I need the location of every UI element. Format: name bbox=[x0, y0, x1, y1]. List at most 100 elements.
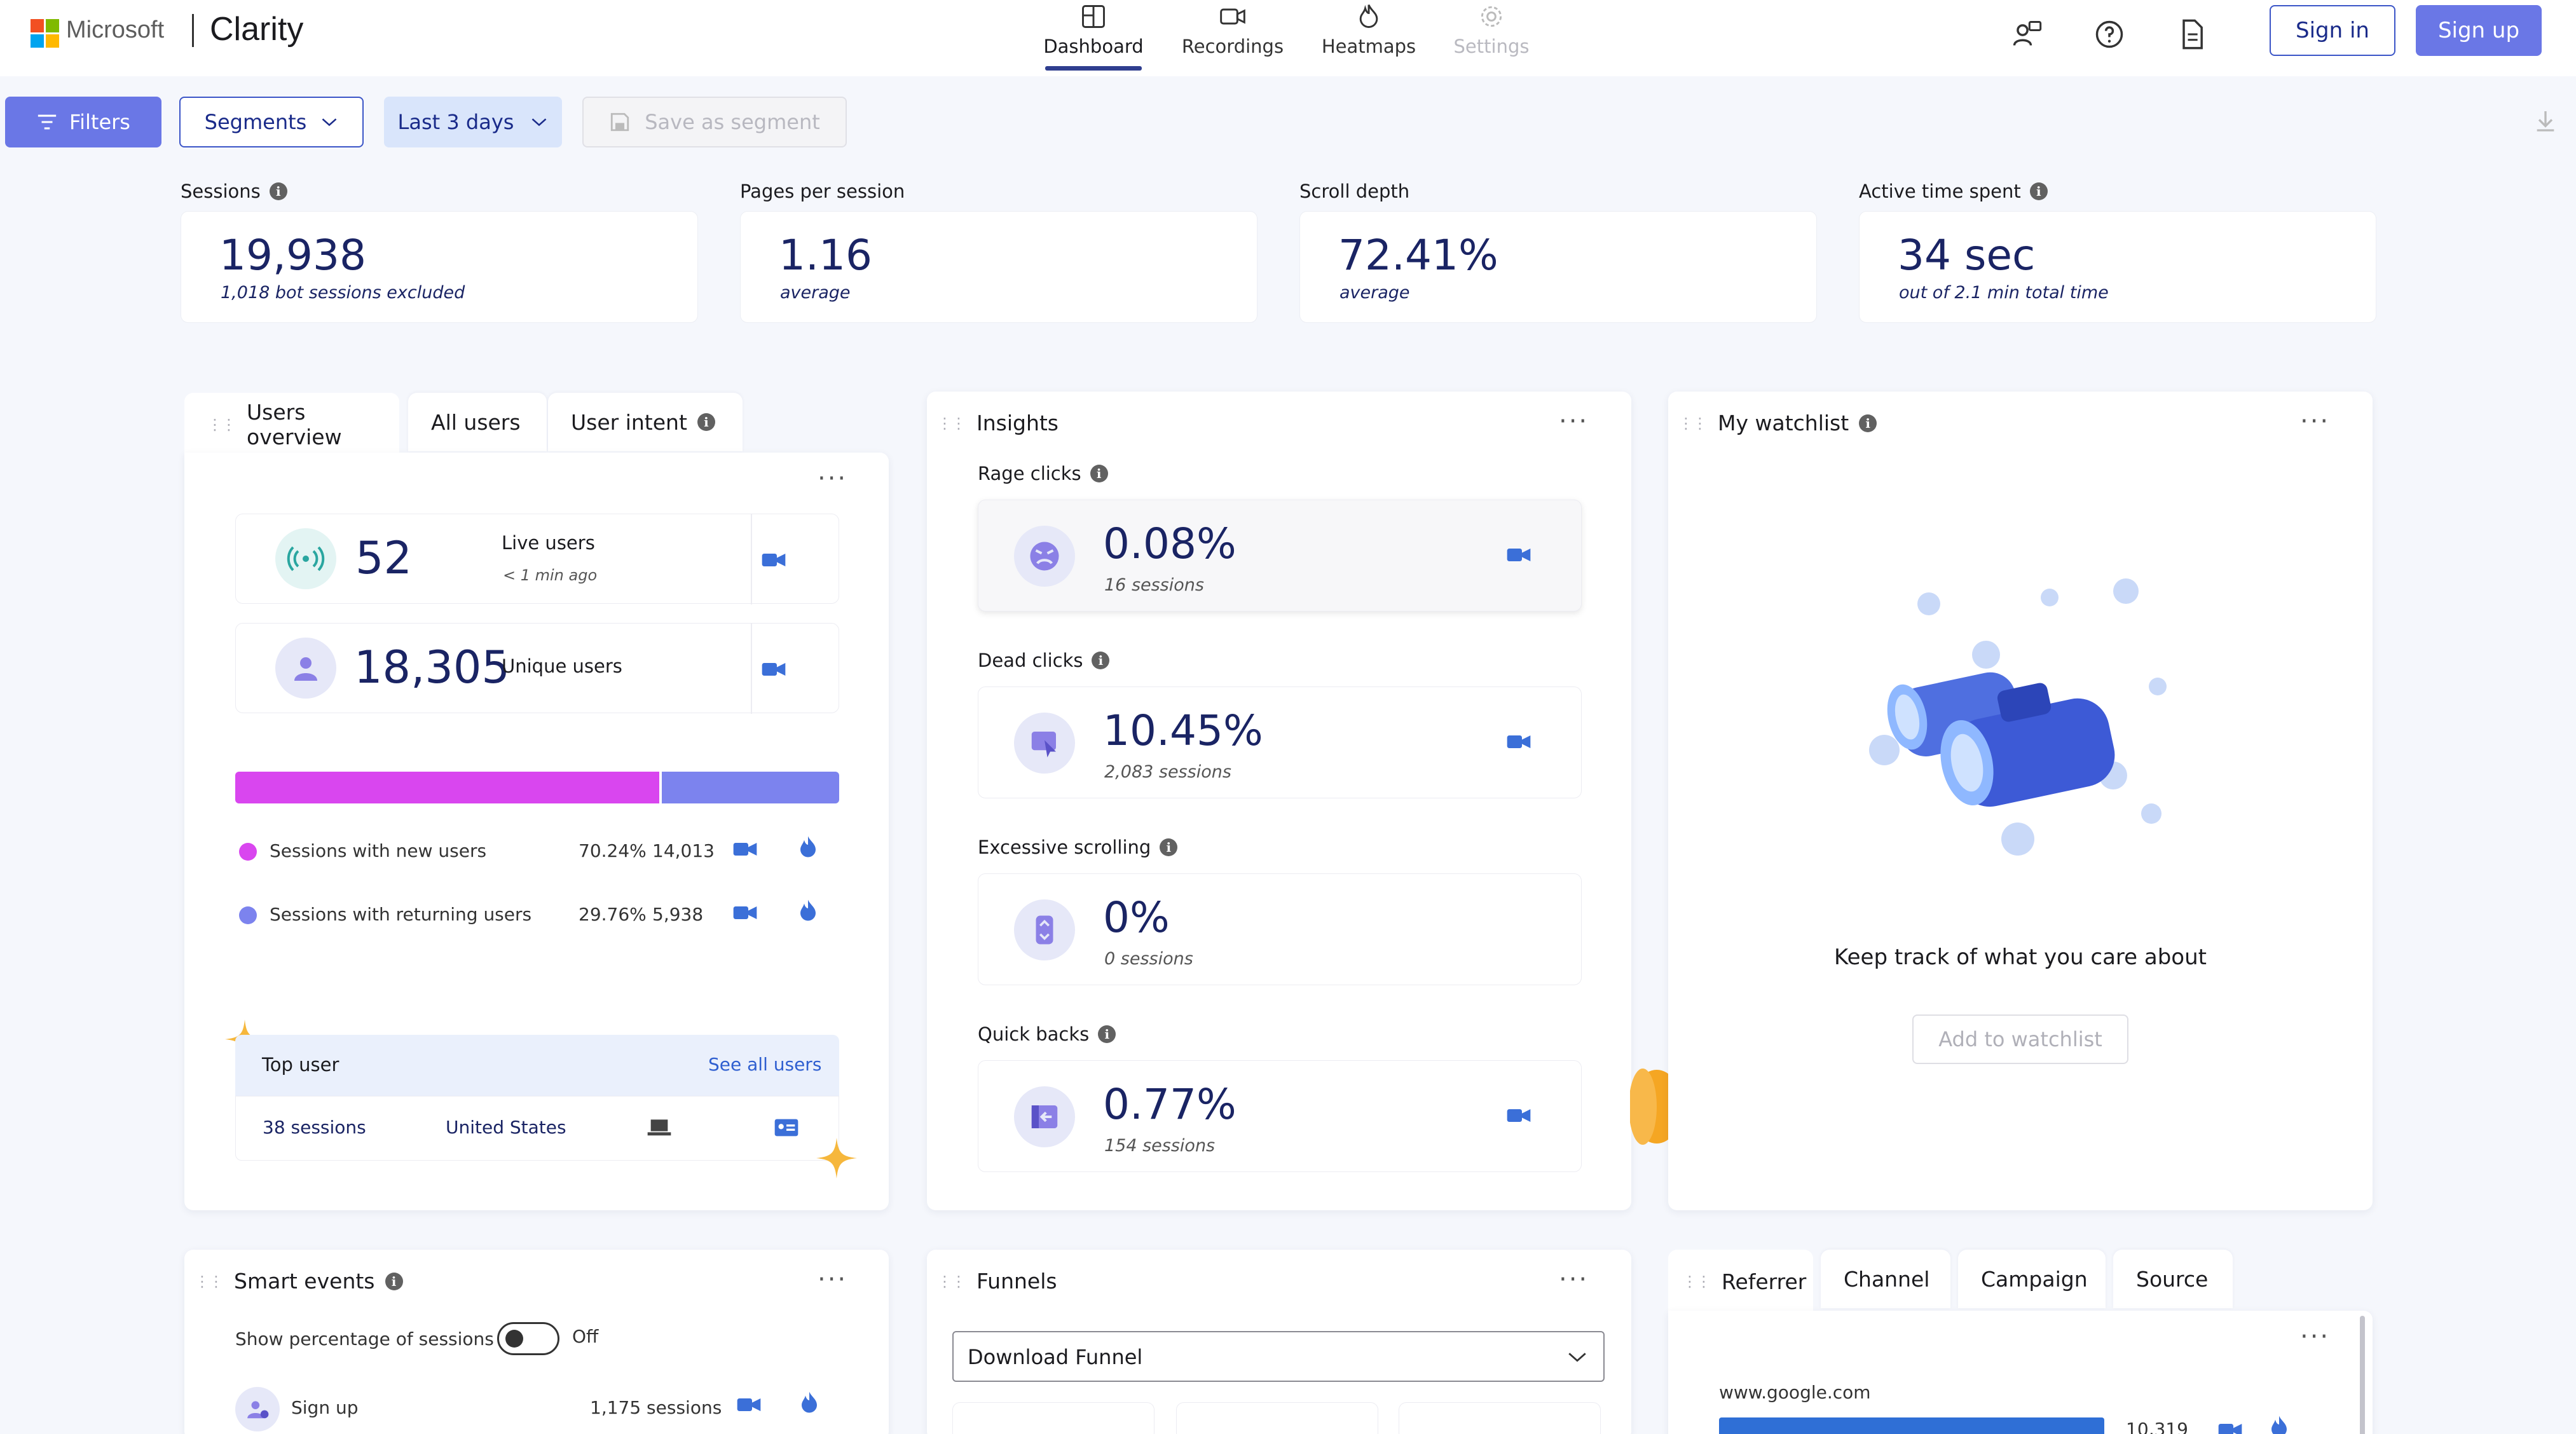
tab-user-intent[interactable]: User intent i bbox=[548, 393, 743, 451]
funnel-select[interactable]: Download Funnel bbox=[952, 1331, 1605, 1382]
excessive-scrolling-sub: 0 sessions bbox=[1104, 949, 1193, 969]
date-range-dropdown[interactable]: Last 3 days bbox=[384, 97, 562, 147]
document-icon[interactable] bbox=[2175, 18, 2209, 51]
flame-icon bbox=[1359, 4, 1378, 28]
new-users-bar-segment[interactable] bbox=[235, 772, 659, 803]
heatmap-flame-icon[interactable] bbox=[2270, 1415, 2289, 1434]
dead-clicks-label: Dead clicks bbox=[978, 650, 1083, 671]
info-icon[interactable]: i bbox=[1859, 414, 1877, 432]
unique-users-card[interactable]: 18,305 Unique users bbox=[235, 623, 839, 714]
dead-clicks-card[interactable]: 10.45% 2,083 sessions bbox=[978, 686, 1582, 798]
live-users-sub: < 1 min ago bbox=[503, 566, 598, 584]
video-camera-icon[interactable] bbox=[1506, 546, 1531, 564]
live-users-card[interactable]: 52 Live users < 1 min ago bbox=[235, 514, 839, 604]
funnel-step-card[interactable] bbox=[952, 1402, 1154, 1434]
laptop-icon bbox=[647, 1119, 671, 1136]
returning-users-bar-segment[interactable] bbox=[662, 772, 839, 803]
funnel-step-card[interactable] bbox=[1176, 1402, 1378, 1434]
download-icon[interactable] bbox=[2533, 108, 2558, 133]
tab-referrer[interactable]: ⋮⋮ Referrer bbox=[1668, 1250, 1813, 1313]
tab-label: All users bbox=[431, 409, 521, 435]
dead-clicks-value: 10.45% bbox=[1103, 706, 1263, 755]
live-broadcast-icon bbox=[275, 528, 336, 589]
funnel-select-value: Download Funnel bbox=[968, 1345, 1143, 1369]
top-user-row[interactable]: 38 sessions United States bbox=[235, 1096, 839, 1161]
returning-users-row-count: 5,938 bbox=[652, 904, 704, 925]
info-icon[interactable]: i bbox=[2029, 182, 2048, 200]
rage-clicks-card[interactable]: 0.08% 16 sessions bbox=[978, 500, 1582, 611]
tab-label: Channel bbox=[1844, 1266, 1930, 1292]
info-icon[interactable]: i bbox=[1160, 838, 1178, 856]
info-icon[interactable]: i bbox=[385, 1272, 403, 1290]
excessive-scrolling-card[interactable]: 0% 0 sessions bbox=[978, 873, 1582, 985]
tab-recordings[interactable]: Recordings bbox=[1180, 0, 1285, 76]
info-icon[interactable]: i bbox=[1098, 1025, 1116, 1043]
save-as-segment-label: Save as segment bbox=[645, 110, 820, 134]
referrer-bar[interactable] bbox=[1719, 1417, 2104, 1434]
info-icon[interactable]: i bbox=[269, 182, 287, 200]
dashboard-icon bbox=[1082, 5, 1105, 28]
new-users-legend-dot bbox=[239, 843, 257, 861]
metric-card-pages-per-session: 1.16 average bbox=[740, 211, 1257, 323]
user-card-icon[interactable] bbox=[774, 1118, 799, 1137]
heatmap-flame-icon[interactable] bbox=[798, 899, 818, 922]
more-options-icon[interactable]: ··· bbox=[1559, 1265, 1589, 1294]
scrollbar[interactable] bbox=[2360, 1316, 2365, 1434]
show-percentage-toggle[interactable] bbox=[497, 1322, 559, 1355]
drag-handle-icon[interactable]: ⋮⋮ bbox=[1682, 1273, 1711, 1290]
funnel-step-card[interactable] bbox=[1399, 1402, 1601, 1434]
video-camera-icon[interactable] bbox=[761, 660, 786, 678]
info-icon[interactable]: i bbox=[1092, 652, 1110, 669]
heatmap-flame-icon[interactable] bbox=[800, 1391, 819, 1414]
more-options-icon[interactable]: ··· bbox=[818, 1265, 848, 1294]
new-users-row-count: 14,013 bbox=[652, 840, 715, 861]
more-options-icon[interactable]: ··· bbox=[2300, 407, 2331, 436]
unique-users-label: Unique users bbox=[502, 655, 622, 677]
quick-backs-sub: 154 sessions bbox=[1104, 1136, 1216, 1156]
metric-value: 34 sec bbox=[1898, 231, 2036, 280]
video-camera-icon[interactable] bbox=[1506, 733, 1531, 751]
tab-all-users[interactable]: All users bbox=[408, 393, 547, 451]
sign-in-button[interactable]: Sign in bbox=[2270, 5, 2395, 56]
video-camera-icon[interactable] bbox=[761, 551, 786, 569]
help-icon[interactable] bbox=[2093, 18, 2126, 51]
excessive-scrolling-label: Excessive scrolling bbox=[978, 836, 1151, 858]
brand-clarity[interactable]: Clarity bbox=[210, 11, 304, 48]
segments-dropdown[interactable]: Segments bbox=[179, 97, 364, 147]
video-camera-icon[interactable] bbox=[2217, 1421, 2243, 1434]
more-options-icon[interactable]: ··· bbox=[2300, 1322, 2331, 1351]
filters-button[interactable]: Filters bbox=[5, 97, 161, 147]
people-team-icon[interactable] bbox=[2010, 18, 2043, 51]
quick-backs-value: 0.77% bbox=[1103, 1080, 1237, 1129]
metric-card-scroll-depth: 72.41% average bbox=[1299, 211, 1817, 323]
tab-channel[interactable]: Channel bbox=[1821, 1250, 1950, 1308]
video-camera-icon[interactable] bbox=[732, 904, 758, 922]
metric-label-active-time: Active time spent i bbox=[1859, 181, 2048, 202]
drag-handle-icon[interactable]: ⋮⋮ bbox=[937, 1272, 966, 1290]
add-to-watchlist-button[interactable]: Add to watchlist bbox=[1912, 1014, 2128, 1064]
see-all-users-link[interactable]: See all users bbox=[708, 1054, 822, 1075]
more-options-icon[interactable]: ··· bbox=[818, 464, 848, 493]
heatmap-flame-icon[interactable] bbox=[798, 835, 818, 858]
brand-separator bbox=[192, 14, 194, 47]
chevron-down-icon bbox=[322, 118, 337, 126]
drag-handle-icon[interactable]: ⋮⋮ bbox=[1678, 414, 1708, 432]
quick-backs-card[interactable]: 0.77% 154 sessions bbox=[978, 1060, 1582, 1172]
tab-dashboard[interactable]: Dashboard bbox=[1043, 0, 1144, 76]
video-camera-icon[interactable] bbox=[1506, 1107, 1531, 1124]
referrer-row-count: 10,319 bbox=[2126, 1419, 2188, 1434]
tab-source[interactable]: Source bbox=[2113, 1250, 2233, 1308]
tab-users-overview[interactable]: ⋮⋮ Users overview bbox=[184, 393, 399, 456]
tab-heatmaps[interactable]: Heatmaps bbox=[1320, 0, 1418, 76]
smart-event-count: 1,175 sessions bbox=[590, 1397, 722, 1418]
sign-up-button[interactable]: Sign up bbox=[2416, 5, 2542, 56]
more-options-icon[interactable]: ··· bbox=[1559, 407, 1589, 436]
video-camera-icon[interactable] bbox=[732, 840, 758, 858]
drag-handle-icon[interactable]: ⋮⋮ bbox=[195, 1272, 224, 1290]
drag-handle-icon[interactable]: ⋮⋮ bbox=[937, 414, 966, 432]
info-icon[interactable]: i bbox=[1090, 465, 1108, 482]
video-camera-icon[interactable] bbox=[736, 1396, 762, 1414]
info-icon[interactable]: i bbox=[697, 413, 715, 431]
drag-handle-icon[interactable]: ⋮⋮ bbox=[207, 416, 236, 434]
tab-campaign[interactable]: Campaign bbox=[1958, 1250, 2106, 1308]
